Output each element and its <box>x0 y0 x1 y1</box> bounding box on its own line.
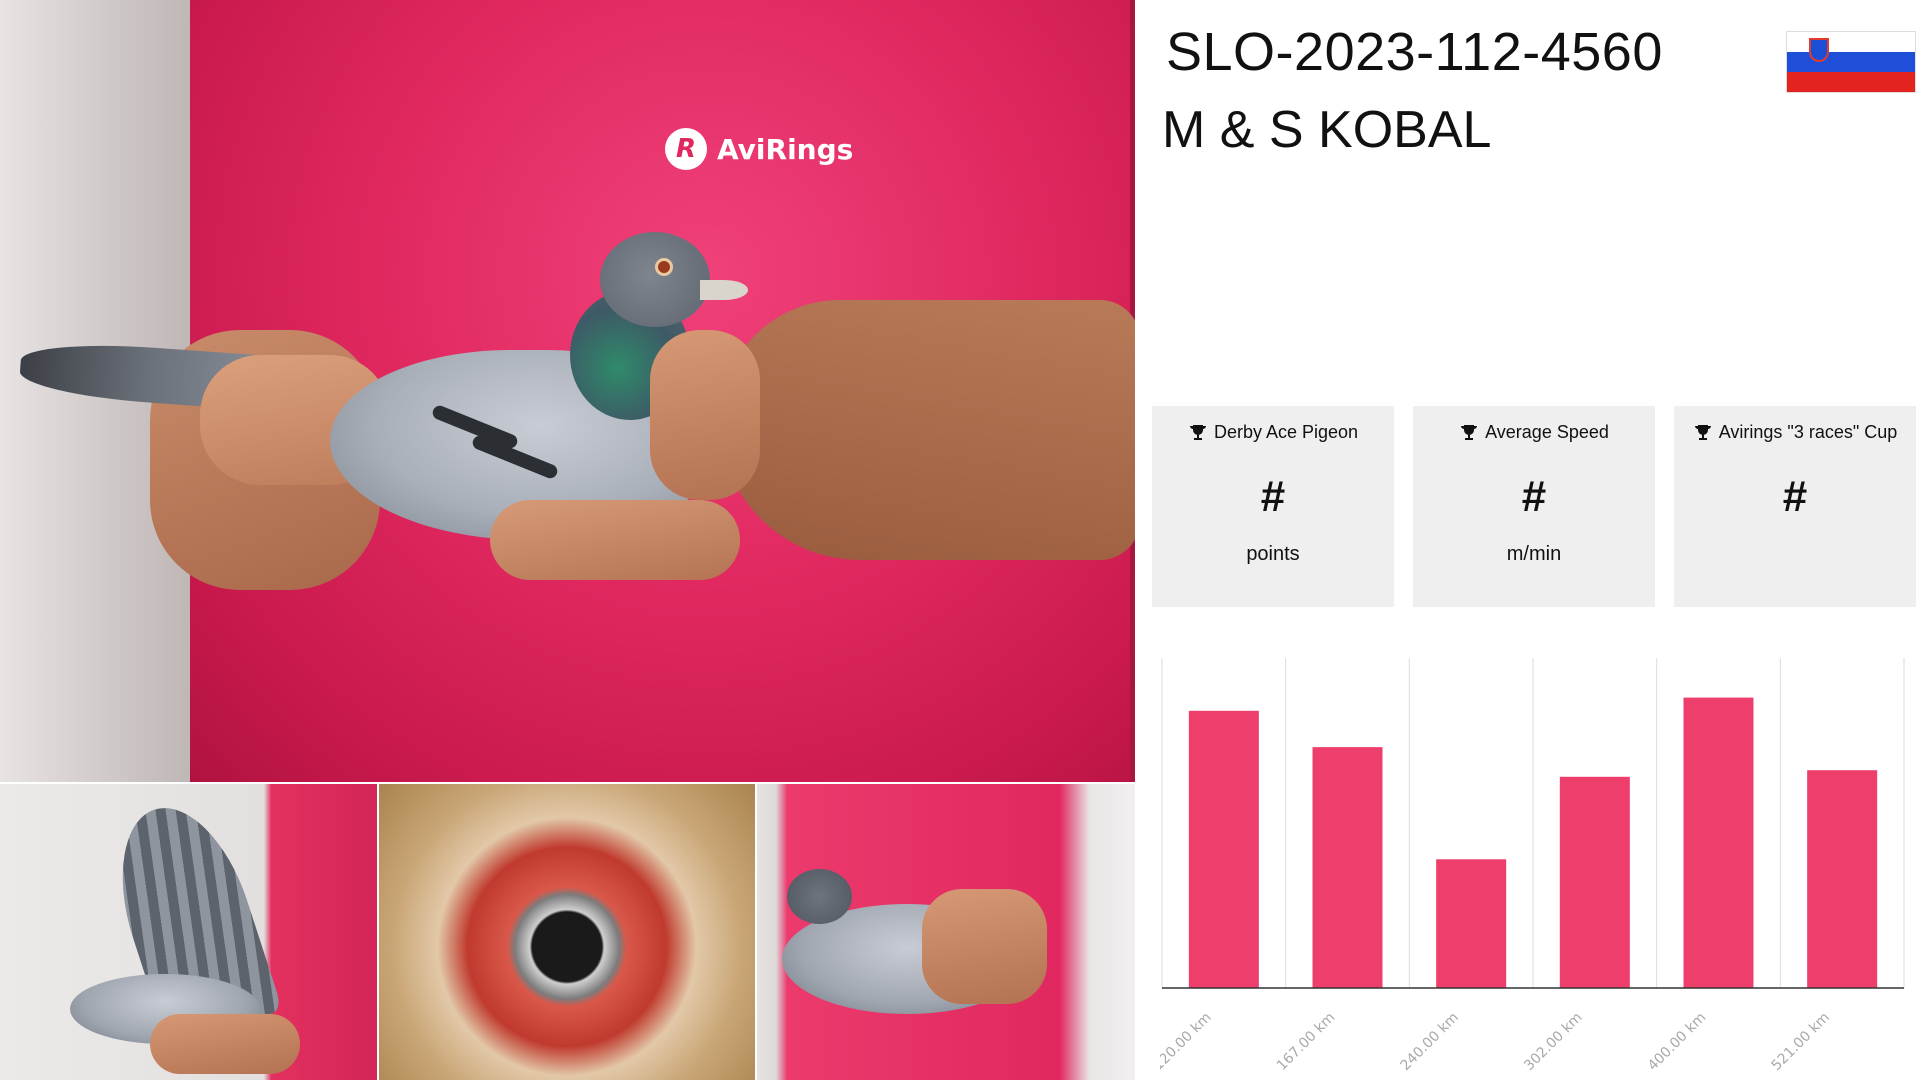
x-tick-label: 302.00 km <box>1521 1010 1585 1074</box>
stat-title: Avirings "3 races" Cup <box>1718 422 1898 442</box>
hand <box>150 1014 300 1074</box>
pigeon-head <box>787 869 852 924</box>
stat-unit: points <box>1246 543 1300 565</box>
trophy-icon <box>1189 424 1206 440</box>
x-tick-label: 400.00 km <box>1645 1010 1709 1074</box>
stat-title: Average Speed <box>1485 422 1609 442</box>
stat-value: # <box>1260 472 1286 521</box>
supporting-hand <box>490 500 740 580</box>
right-arm <box>720 300 1135 560</box>
stat-card-3-races-cup: Avirings "3 races" Cup # <box>1674 406 1916 607</box>
x-tick-label: 120.00 km <box>1160 1010 1215 1074</box>
bar-521-00km[interactable] <box>1807 770 1878 988</box>
hand <box>922 889 1047 1004</box>
x-tick-label: 521.00 km <box>1769 1010 1833 1074</box>
flag-band-blue <box>1787 51 1915 72</box>
right-hand <box>650 330 760 500</box>
stat-title: Derby Ace Pigeon <box>1213 422 1359 442</box>
wing-spread-photo[interactable] <box>0 784 377 1080</box>
bar-400-00km[interactable] <box>1683 697 1754 988</box>
flag-band-red <box>1787 71 1915 92</box>
owner-name: M & S KOBAL <box>1162 101 1492 159</box>
pigeon-head <box>600 232 710 327</box>
stat-card-average-speed: Average Speed # m/min <box>1413 406 1655 607</box>
stat-card-derby-ace: Derby Ace Pigeon # points <box>1152 406 1394 607</box>
bar-302-00km[interactable] <box>1559 776 1630 988</box>
stat-value: # <box>1782 472 1808 521</box>
trophy-icon <box>1694 424 1711 440</box>
coat-of-arms-icon <box>1809 38 1829 62</box>
bar-chart-svg: 120.00 km 167.00 km 240.00 km 302.00 km 400.… <box>1160 658 1905 1074</box>
slovenia-flag-icon <box>1786 31 1916 93</box>
pigeon-beak <box>700 280 748 300</box>
bar-240-00km[interactable] <box>1436 859 1507 988</box>
flag-band-white <box>1787 32 1915 52</box>
main-pigeon-photo: R AviRings <box>0 0 1135 782</box>
shirt-logo: R AviRings <box>665 128 853 170</box>
x-tick-label: 167.00 km <box>1274 1010 1338 1074</box>
stat-value: # <box>1521 472 1547 521</box>
pigeon-eye-photo[interactable] <box>379 784 755 1080</box>
trophy-icon <box>1461 424 1478 440</box>
pigeon-held-photo[interactable] <box>757 784 1135 1080</box>
bar-120-00km[interactable] <box>1188 710 1259 988</box>
race-distance-bar-chart: 120.00 km 167.00 km 240.00 km 302.00 km 400.… <box>1160 655 1906 1080</box>
ring-number: SLO-2023-112-4560 <box>1166 22 1663 82</box>
bar-167-00km[interactable] <box>1312 747 1383 988</box>
logo-text: AviRings <box>717 132 854 166</box>
stat-unit: m/min <box>1506 543 1562 565</box>
logo-mark-icon: R <box>665 128 707 170</box>
pigeon-eye <box>655 258 673 276</box>
x-tick-label: 240.00 km <box>1398 1010 1462 1074</box>
